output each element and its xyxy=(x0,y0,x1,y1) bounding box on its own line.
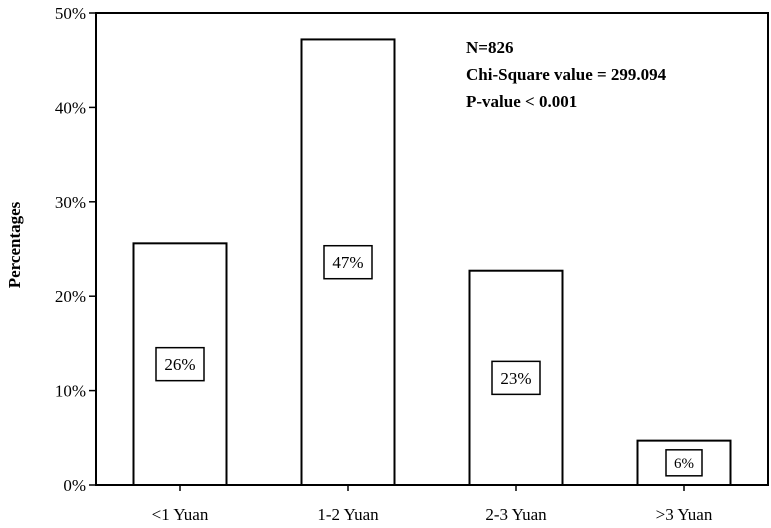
annotation-block: N=826 Chi-Square value = 299.094 P-value… xyxy=(466,38,667,111)
x-tick-label: >3 Yuan xyxy=(656,505,713,524)
data-label: 26% xyxy=(164,355,195,374)
data-label: 47% xyxy=(332,253,363,272)
plot-area: 0% 10% 20% 30% 40% 50% <1 Yuan 26% 1-2 Yuan 47% 2-… xyxy=(55,4,769,524)
annotation-p-value: P-value < 0.001 xyxy=(466,92,577,111)
x-tick-label: 2-3 Yuan xyxy=(485,505,547,524)
x-tick-label: 1-2 Yuan xyxy=(317,505,379,524)
y-tick-label: 10% xyxy=(55,382,86,401)
data-label: 6% xyxy=(674,456,694,472)
bar-2 xyxy=(300,38,396,486)
x-tick-label: <1 Yuan xyxy=(152,505,209,524)
bar-4 xyxy=(636,439,732,486)
data-label-box xyxy=(665,449,703,477)
y-tick-label: 40% xyxy=(55,98,86,117)
data-label-box xyxy=(491,360,541,396)
annotation-n: N=826 xyxy=(466,38,513,57)
y-tick-label: 0% xyxy=(63,476,86,495)
annotation-chi-square: Chi-Square value = 299.094 xyxy=(466,65,667,84)
data-label: 23% xyxy=(500,369,531,388)
y-axis-label: Percentages xyxy=(5,201,24,288)
data-label-box xyxy=(155,346,205,382)
y-tick-label: 30% xyxy=(55,193,86,212)
data-label-box xyxy=(323,244,373,280)
y-tick-label: 50% xyxy=(55,4,86,23)
plot-frame xyxy=(95,12,769,486)
y-tick-label: 20% xyxy=(55,287,86,306)
